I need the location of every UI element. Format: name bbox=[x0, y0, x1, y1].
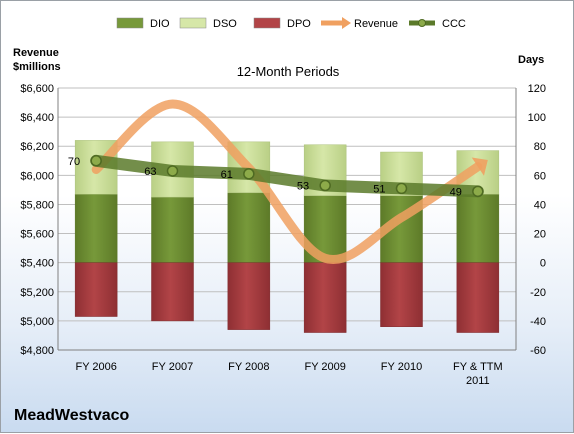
bar-dio bbox=[74, 194, 118, 263]
bar-dpo bbox=[74, 262, 118, 317]
ccc-marker bbox=[472, 185, 484, 198]
left-tick-label: $5,800 bbox=[20, 199, 54, 211]
ccc-marker bbox=[243, 168, 255, 180]
right-tick-label: 100 bbox=[528, 112, 546, 124]
ccc-marker bbox=[319, 179, 331, 192]
right-tick-label: -60 bbox=[530, 345, 546, 357]
bar-dpo bbox=[227, 262, 271, 330]
left-tick-label: $5,000 bbox=[20, 316, 54, 328]
legend-swatch bbox=[253, 17, 281, 29]
ccc-marker bbox=[90, 155, 102, 167]
ccc-line bbox=[90, 154, 484, 198]
bar-dpo bbox=[303, 262, 347, 333]
left-axis-title: Revenue $millions bbox=[13, 46, 61, 74]
bar-dpo bbox=[380, 262, 423, 327]
right-tick-label: 120 bbox=[528, 83, 546, 95]
chart-title: 12-Month Periods bbox=[236, 64, 340, 79]
legend-marker bbox=[418, 19, 426, 27]
ccc-data-label: 51 bbox=[373, 183, 385, 195]
legend-arrow bbox=[342, 17, 351, 29]
left-axis-title-line1: Revenue bbox=[13, 47, 59, 59]
x-tick-label: FY 2007 bbox=[152, 361, 193, 373]
ccc-data-label: 63 bbox=[144, 166, 156, 178]
right-tick-label: 0 bbox=[540, 258, 546, 270]
left-tick-label: $6,200 bbox=[20, 141, 54, 153]
x-tick-label: FY 2008 bbox=[228, 361, 269, 373]
legend-item-revenue: Revenue bbox=[321, 17, 398, 30]
ccc-marker bbox=[395, 182, 408, 195]
legend-swatch bbox=[116, 17, 144, 29]
ccc-data-label: 53 bbox=[297, 181, 309, 193]
right-tick-label: 20 bbox=[534, 229, 546, 241]
bar-dio bbox=[151, 196, 194, 263]
legend-label: DPO bbox=[287, 18, 311, 30]
left-tick-label: $6,400 bbox=[20, 112, 54, 124]
ccc-data-label: 70 bbox=[68, 156, 80, 168]
ccc-marker bbox=[166, 165, 179, 177]
x-tick-label: FY & TTM bbox=[453, 361, 503, 373]
right-tick-label: -20 bbox=[530, 287, 546, 299]
legend-label: DSO bbox=[213, 18, 237, 30]
legend-swatch bbox=[179, 17, 207, 29]
left-tick-label: $5,600 bbox=[20, 229, 54, 241]
x-tick-label: FY 2009 bbox=[304, 361, 345, 373]
x-tick-label: FY 2006 bbox=[75, 361, 116, 373]
legend-label: DIO bbox=[150, 18, 170, 30]
revenue-arrowhead bbox=[471, 157, 488, 176]
legend: DIO DSO DPO Revenue CCC bbox=[116, 17, 466, 30]
left-axis-title-line2: $millions bbox=[13, 61, 61, 73]
legend-label: CCC bbox=[442, 18, 466, 30]
ccc-data-label: 49 bbox=[450, 186, 462, 198]
left-tick-label: $4,800 bbox=[20, 345, 54, 357]
legend-item-ccc: CCC bbox=[409, 18, 466, 30]
right-axis-title: Days bbox=[518, 54, 545, 66]
ccc-data-label: 61 bbox=[221, 169, 233, 181]
right-tick-label: 80 bbox=[534, 141, 546, 153]
left-tick-label: $6,000 bbox=[20, 170, 54, 182]
revenue-line bbox=[91, 99, 483, 265]
left-tick-label: $5,400 bbox=[20, 258, 54, 270]
right-tick-label: 60 bbox=[534, 170, 546, 182]
legend-item-dso: DSO bbox=[179, 17, 237, 30]
bar-dpo bbox=[456, 262, 500, 333]
company-name: MeadWestvaco bbox=[14, 407, 130, 424]
x-tick-label: 2011 bbox=[466, 375, 490, 387]
bar-dio bbox=[227, 192, 271, 263]
x-tick-label: FY 2010 bbox=[381, 361, 422, 373]
legend-item-dpo: DPO bbox=[253, 17, 311, 30]
left-tick-label: $5,200 bbox=[20, 287, 54, 299]
left-tick-label: $6,600 bbox=[20, 83, 54, 95]
legend-item-dio: DIO bbox=[116, 17, 170, 30]
right-tick-label: -40 bbox=[530, 316, 546, 328]
legend-label: Revenue bbox=[354, 18, 398, 30]
bar-dpo bbox=[151, 262, 194, 322]
bar-dio bbox=[456, 194, 500, 263]
right-tick-label: 40 bbox=[534, 199, 546, 211]
